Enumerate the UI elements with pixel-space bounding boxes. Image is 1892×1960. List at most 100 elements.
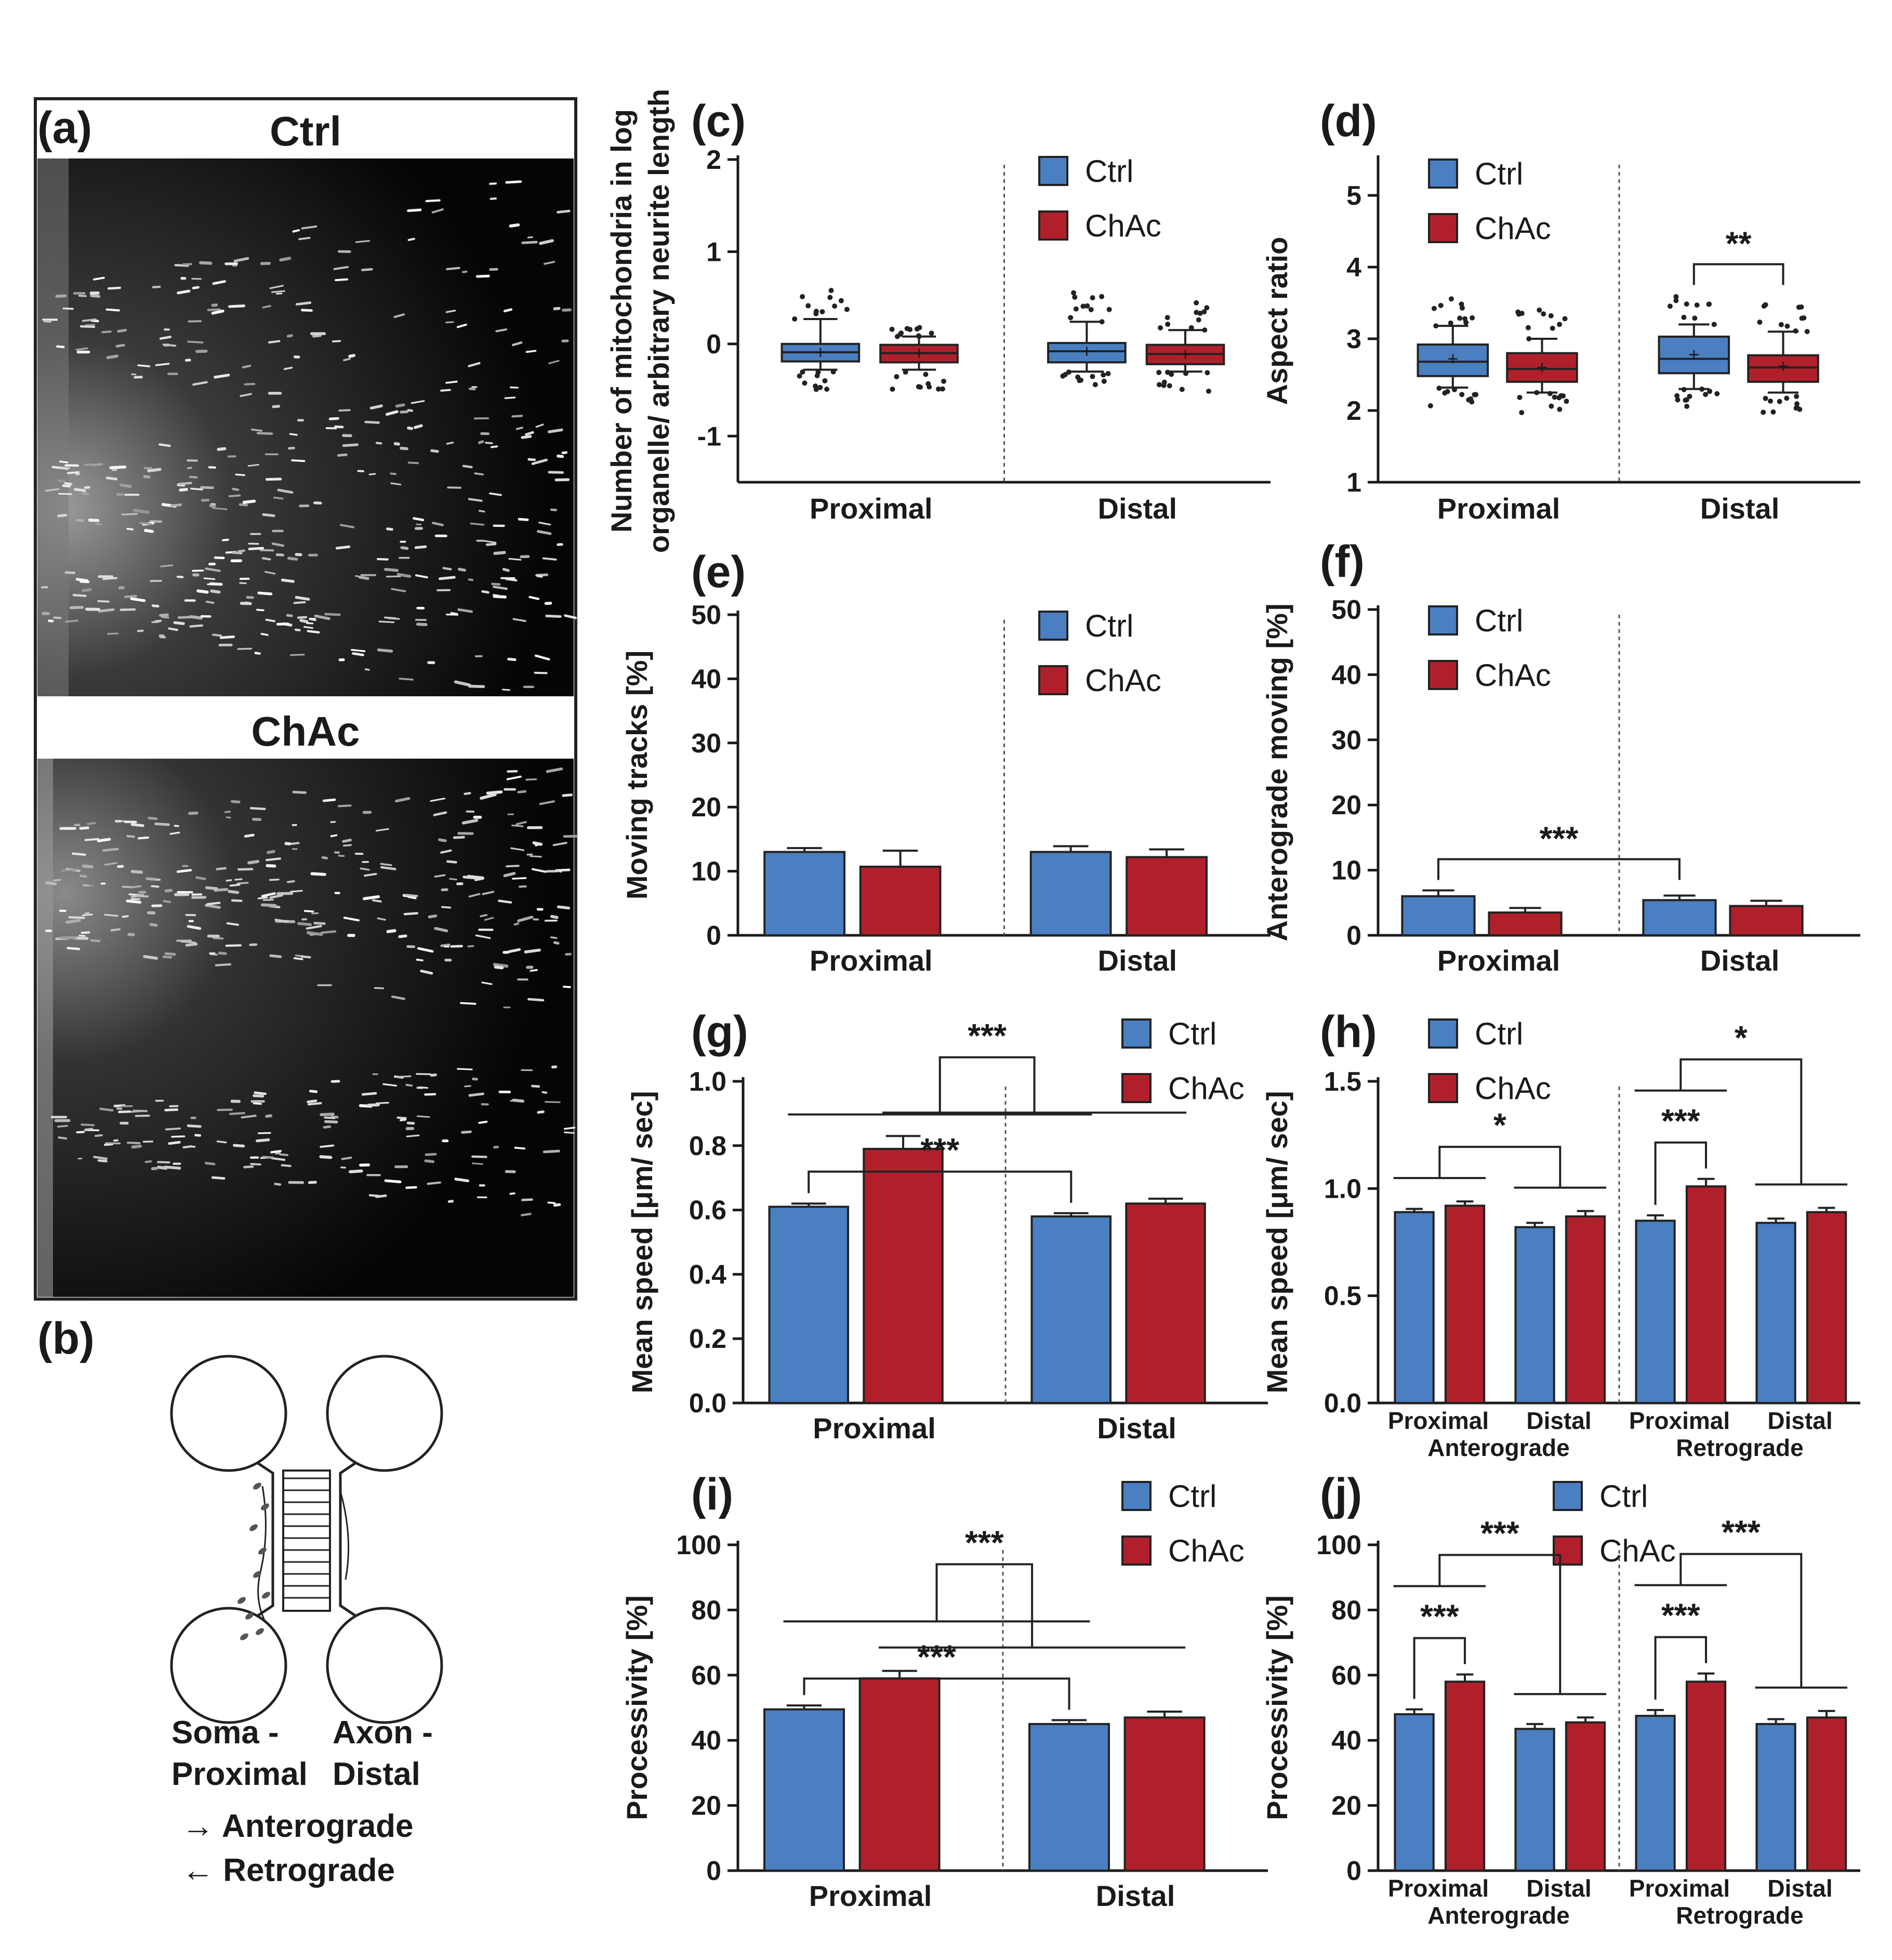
mitochondrion-speck xyxy=(84,912,90,915)
significance-label: *** xyxy=(1420,1598,1459,1635)
mitochondrion-speck xyxy=(493,586,508,590)
mitochondrion-speck xyxy=(458,567,466,572)
outlier-point xyxy=(1457,315,1463,321)
mitochondrion-speck xyxy=(557,209,571,214)
bar-chac xyxy=(1444,1680,1486,1872)
mitochondrion-speck xyxy=(147,468,162,472)
mitochondrion-speck xyxy=(454,680,471,687)
mitochondrion-speck xyxy=(521,435,532,439)
mitochondrion-speck xyxy=(512,618,526,622)
mitochondrion-speck xyxy=(45,881,57,885)
outlier-point xyxy=(1778,322,1784,327)
mitochondrion-speck xyxy=(212,633,222,637)
mitochondrion-speck xyxy=(372,899,382,903)
legend-label-ctrl: Ctrl xyxy=(1599,1479,1648,1514)
mitochondrion-speck xyxy=(450,945,463,948)
mitochondrion-speck xyxy=(272,405,281,408)
mitochondrion-speck xyxy=(491,582,501,586)
mitochondrion-speck xyxy=(395,403,405,408)
mitochondrion-speck xyxy=(240,602,252,605)
y-axis-label: Moving tracks [%] xyxy=(620,651,653,899)
significance-label: * xyxy=(1493,1106,1506,1144)
outlier-point xyxy=(1684,301,1689,307)
mitochondrion-speck xyxy=(45,488,60,492)
mitochondrion-speck xyxy=(301,309,313,312)
mitochondrion-speck xyxy=(229,883,241,887)
significance-label: *** xyxy=(920,1131,959,1169)
mitochondrion-speck xyxy=(117,1110,131,1114)
mitochondrion-speck xyxy=(277,488,294,494)
mitochondrion-speck xyxy=(143,955,158,960)
y-axis-label: Mean speed [μm/ sec] xyxy=(626,1091,658,1393)
mitochondrion-speck xyxy=(99,1107,114,1112)
chart-h: (h) 1.5 1.0 0.5 0.0 Mean speed [μm/ sec] Ctrl C… xyxy=(1261,1007,1860,1461)
mitochondrion-speck xyxy=(433,811,447,816)
mitochondrion-speck xyxy=(212,280,227,285)
outlier-point xyxy=(1673,298,1679,303)
outlier-point xyxy=(1549,403,1554,409)
x-tick-label: Distal xyxy=(1700,944,1780,977)
y-tick-label: 3 xyxy=(1346,324,1361,354)
mitochondrion-speck xyxy=(205,601,215,604)
mitochondrion-speck xyxy=(528,595,540,600)
outlier-point xyxy=(800,369,805,375)
mitochondrion-speck xyxy=(271,542,284,547)
mitochondrion-speck xyxy=(413,424,423,429)
mitochondrion-speck xyxy=(82,318,97,322)
significance-bracket xyxy=(1679,1058,1803,1185)
mitochondrion-speck xyxy=(307,630,320,634)
mitochondrion-speck xyxy=(471,1162,483,1165)
mitochondrion-speck xyxy=(446,860,457,864)
soma-leaf xyxy=(237,1597,246,1604)
mitochondrion-speck xyxy=(126,899,142,904)
mitochondrion-speck xyxy=(430,798,446,802)
outlier-point xyxy=(1073,306,1079,312)
mitochondrion-speck xyxy=(413,517,425,522)
mitochondrion-speck xyxy=(256,432,273,435)
outlier-point xyxy=(815,369,821,375)
y-tick-label: 0.2 xyxy=(689,1324,726,1354)
mitochondrion-speck xyxy=(286,880,295,883)
mitochondrion-speck xyxy=(430,1073,437,1077)
panel-letter: (j) xyxy=(1320,1469,1362,1519)
mitochondrion-speck xyxy=(73,488,86,492)
significance-label: *** xyxy=(968,1017,1007,1054)
mitochondrion-speck xyxy=(462,876,480,880)
mitochondrion-speck xyxy=(351,648,366,652)
mitochondrion-speck xyxy=(57,1124,69,1128)
bar-ctrl xyxy=(1514,1226,1555,1404)
mitochondrion-speck xyxy=(411,400,425,404)
outlier-point xyxy=(1101,372,1106,378)
mitochondrion-speck xyxy=(187,340,204,344)
outlier-point xyxy=(941,378,947,384)
mitochondrion-speck xyxy=(527,998,545,1002)
y-tick-label: 0 xyxy=(1346,1856,1361,1886)
mitochondrion-speck xyxy=(530,855,542,858)
mitochondrion-speck xyxy=(481,982,493,985)
y-tick-label: 4 xyxy=(1346,253,1361,283)
significance-label: *** xyxy=(1480,1515,1519,1552)
mitochondrion-speck xyxy=(342,839,352,843)
mitochondrion-speck xyxy=(468,578,474,581)
mitochondrion-speck xyxy=(391,995,405,1000)
legend-swatch-chac xyxy=(1553,1535,1583,1566)
mitochondrion-speck xyxy=(249,807,266,811)
mitochondrion-speck xyxy=(289,433,298,436)
mitochondrion-speck xyxy=(524,948,541,953)
significance-bracket xyxy=(1679,1553,1803,1688)
mitochondrion-speck xyxy=(195,876,206,880)
soma-leaf xyxy=(262,1592,270,1599)
y-tick-label: 50 xyxy=(1331,595,1361,625)
mitochondrion-speck xyxy=(330,834,338,837)
outlier-point xyxy=(1794,401,1800,407)
outlier-point xyxy=(1438,302,1444,308)
y-axis-label: organelle/ arbitrary neurite length xyxy=(642,89,675,553)
mitochondrion-speck xyxy=(174,893,190,896)
mitochondrion-speck xyxy=(503,308,513,313)
mitochondrion-speck xyxy=(105,308,120,312)
outlier-point xyxy=(1196,317,1201,323)
outlier-point xyxy=(1541,311,1546,317)
y-tick-label: 20 xyxy=(1331,790,1361,820)
chart-d: (d) 5 4 3 2 1 Aspect ratio Ctrl ChAc Proximal + + Di… xyxy=(1261,96,1860,525)
